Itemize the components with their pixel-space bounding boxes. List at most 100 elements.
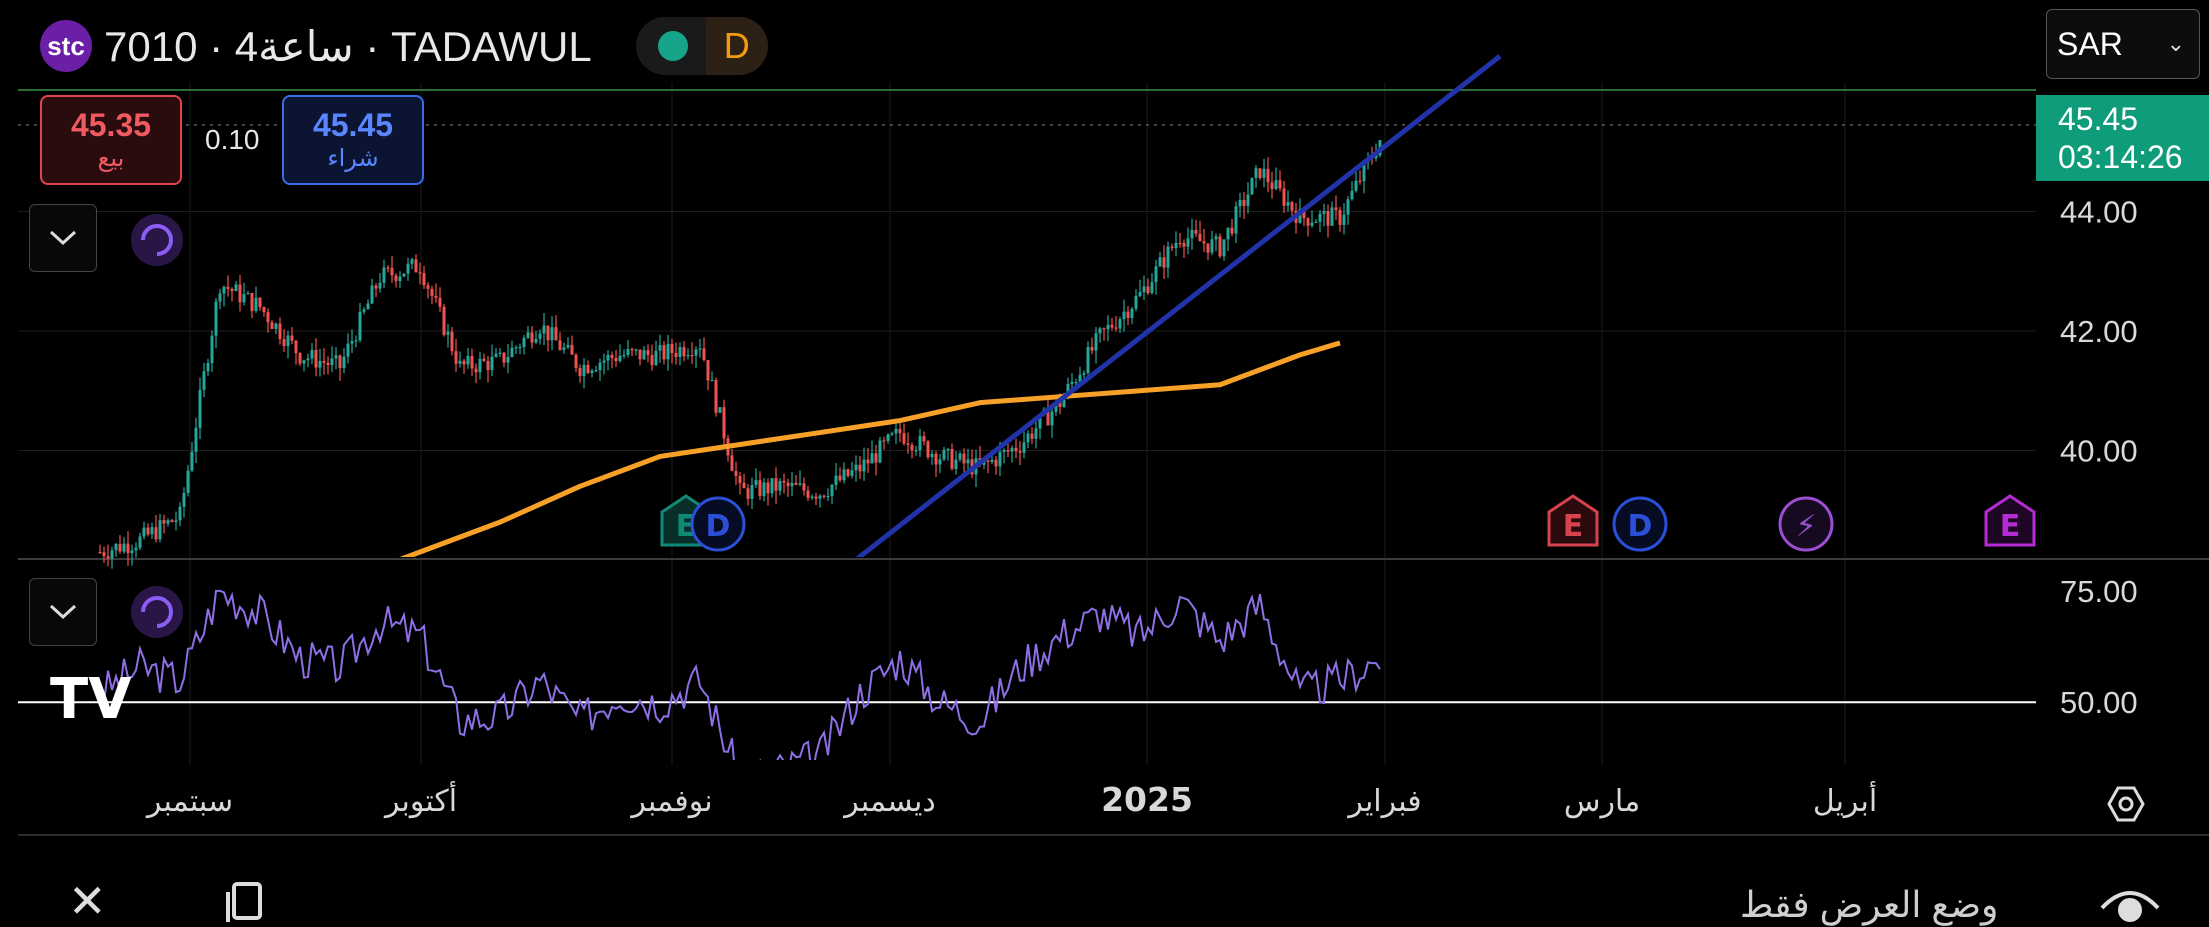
candle-body [678, 347, 682, 357]
candle-body [426, 285, 430, 289]
candle-body [1054, 401, 1058, 412]
eye-icon[interactable] [2098, 884, 2162, 924]
candle-body [290, 335, 294, 341]
candle-body [882, 440, 886, 442]
candle-body [106, 556, 110, 559]
candle-body [658, 345, 662, 351]
candle-body [1246, 194, 1250, 206]
candle-body [506, 356, 510, 363]
candle-body [174, 520, 178, 522]
candle-body [1330, 207, 1334, 226]
candle-body [690, 355, 694, 357]
event-marker: E [1547, 494, 1599, 547]
chevron-down-icon [49, 604, 77, 620]
candle-body [666, 343, 670, 360]
candle-body [1194, 229, 1198, 234]
candle-body [1130, 308, 1134, 318]
candle-body [166, 520, 170, 524]
candle-body [514, 347, 518, 349]
candle-body [710, 380, 714, 382]
candle-body [830, 484, 834, 496]
candle-body [886, 434, 890, 441]
candle-body [1218, 236, 1222, 257]
tradingview-logo: TV [50, 667, 132, 732]
collapse-rsi-pane-button[interactable] [29, 578, 97, 646]
candle-body [846, 469, 850, 476]
candle-body [1010, 447, 1014, 452]
candle-body [214, 301, 218, 336]
candle-body [818, 495, 822, 499]
candle-body [1222, 239, 1226, 257]
copy-icon[interactable] [222, 882, 272, 922]
candle-body [242, 294, 246, 303]
time-axis-label: مارس [1564, 784, 1640, 819]
candle-body [958, 453, 962, 460]
candle-body [386, 267, 390, 269]
candle-body [1314, 221, 1318, 223]
candle-body [746, 488, 750, 499]
buy-button[interactable]: 45.45 شراء [282, 95, 424, 185]
candle-body [206, 363, 210, 372]
candle-body [990, 459, 994, 462]
candle-body [942, 449, 946, 460]
earnings-marker-icon [1984, 494, 2036, 547]
delayed-data-badge: D [705, 17, 768, 75]
trendline [855, 54, 1502, 557]
collapse-price-pane-button[interactable] [29, 204, 97, 272]
candle-body [1186, 238, 1190, 247]
candle-body [186, 470, 190, 493]
market-status-pill[interactable]: D [635, 17, 768, 75]
candle-body [450, 331, 454, 352]
replay-arrow-icon [141, 224, 173, 256]
candle-body [542, 325, 546, 334]
candle-body [738, 476, 742, 483]
candle-body [934, 453, 938, 465]
candle-body [158, 520, 162, 540]
candle-body [462, 360, 466, 365]
candle-body [706, 360, 710, 381]
close-icon[interactable]: ✕ [68, 875, 107, 927]
candle-body [1278, 180, 1282, 189]
candle-body [898, 428, 902, 434]
candle-body [1034, 428, 1038, 439]
last-price-tag: 45.45 03:14:26 [2036, 95, 2209, 181]
candle-body [1250, 177, 1254, 195]
candle-body [1078, 374, 1082, 382]
candle-body [1086, 347, 1090, 374]
candle-body [350, 341, 354, 344]
candle-body [718, 407, 722, 413]
candle-body [634, 349, 638, 351]
candle-body [778, 480, 782, 491]
candle-body [1290, 202, 1294, 211]
candle-body [1358, 180, 1362, 182]
candle-body [1066, 383, 1070, 397]
candle-body [1090, 347, 1094, 351]
candle-body [1306, 218, 1310, 226]
candle-body [250, 292, 254, 312]
candle-body [370, 285, 374, 304]
candle-body [1190, 229, 1194, 239]
candle-body [258, 297, 262, 308]
candle-body [1050, 411, 1054, 426]
candle-body [170, 520, 174, 522]
currency-select[interactable]: SAR ⌄ [2046, 9, 2200, 79]
symbol-title[interactable]: 7010 · 4ساعة · TADAWUL [104, 22, 592, 70]
dividend-marker-icon [1612, 496, 1668, 552]
candle-body [238, 284, 242, 303]
replay-icon [131, 586, 183, 638]
candle-body [850, 470, 854, 476]
sell-button[interactable]: 45.35 بيع [40, 95, 182, 185]
candle-body [878, 440, 882, 463]
candle-body [682, 347, 686, 357]
candle-body [1178, 242, 1182, 245]
candle-body [434, 295, 438, 298]
candle-body [842, 469, 846, 481]
candle-body [854, 464, 858, 471]
chart-settings-button[interactable] [2104, 782, 2148, 826]
candle-body [558, 340, 562, 350]
candle-body [234, 284, 238, 291]
candle-body [1302, 208, 1306, 219]
candle-body [858, 464, 862, 472]
candle-body [1150, 282, 1154, 294]
